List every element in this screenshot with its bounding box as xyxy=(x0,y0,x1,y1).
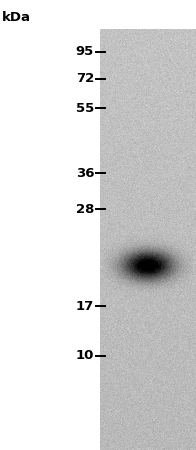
Text: 72: 72 xyxy=(76,72,94,85)
Text: 10: 10 xyxy=(76,349,94,362)
Text: 17: 17 xyxy=(76,300,94,312)
Text: 28: 28 xyxy=(76,203,94,216)
Text: 36: 36 xyxy=(76,167,94,180)
Text: 55: 55 xyxy=(76,102,94,114)
Text: 95: 95 xyxy=(76,45,94,58)
Text: kDa: kDa xyxy=(2,11,31,24)
